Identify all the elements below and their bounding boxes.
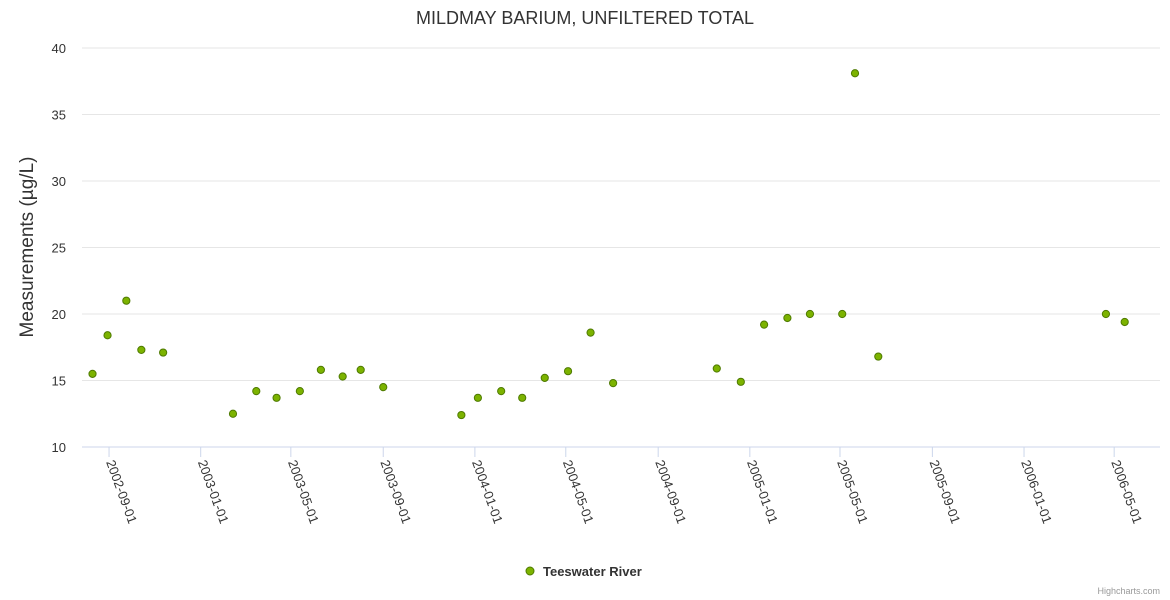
legend-marker-teeswater-river xyxy=(525,566,535,576)
data-point[interactable] xyxy=(252,387,261,396)
data-point[interactable] xyxy=(316,365,325,374)
chart-title: MILDMAY BARIUM, UNFILTERED TOTAL xyxy=(416,8,754,28)
data-point[interactable] xyxy=(272,393,281,402)
data-point[interactable] xyxy=(122,296,131,305)
data-point[interactable] xyxy=(228,409,238,418)
legend-label-teeswater-river[interactable]: Teeswater River xyxy=(543,564,642,579)
x-tick-label: 2004-05-01 xyxy=(560,458,597,526)
x-tick-label: 2006-01-01 xyxy=(1018,458,1055,526)
y-tick-label: 40 xyxy=(52,41,66,56)
y-tick-label: 15 xyxy=(52,374,66,389)
y-tick-label: 25 xyxy=(52,241,66,256)
x-tick-label: 2004-09-01 xyxy=(652,458,689,526)
x-tick-label: 2005-09-01 xyxy=(927,458,964,526)
data-point[interactable] xyxy=(356,365,365,374)
x-tick-label: 2005-05-01 xyxy=(834,458,871,526)
x-tick-label: 2003-01-01 xyxy=(195,458,232,526)
data-point[interactable] xyxy=(497,387,506,396)
x-tick-label: 2006-05-01 xyxy=(1108,458,1145,526)
x-tick-label: 2005-01-01 xyxy=(744,458,781,526)
data-point[interactable] xyxy=(103,331,112,340)
x-tick-layer: 2002-09-01 2003-01-01 2003-05-01 2003-09-01… xyxy=(103,447,1145,526)
legend[interactable]: Teeswater River xyxy=(525,564,642,579)
data-point[interactable] xyxy=(783,313,792,323)
data-point[interactable] xyxy=(850,69,860,78)
data-point[interactable] xyxy=(457,410,466,420)
data-point[interactable] xyxy=(805,309,815,319)
data-point[interactable] xyxy=(838,309,847,319)
grid-layer xyxy=(82,47,1160,448)
data-point[interactable] xyxy=(540,373,549,382)
credit-text[interactable]: Highcharts.com xyxy=(1097,586,1160,596)
x-tick-label: 2002-09-01 xyxy=(103,458,140,526)
data-point[interactable] xyxy=(586,328,595,337)
y-tick-label: 20 xyxy=(52,307,66,322)
y-tick-layer: 10 15 20 25 30 35 40 xyxy=(52,41,66,455)
y-tick-label: 35 xyxy=(52,108,66,123)
y-tick-label: 30 xyxy=(52,174,66,189)
data-point[interactable] xyxy=(563,367,573,376)
data-point[interactable] xyxy=(338,372,347,381)
x-tick-label: 2003-09-01 xyxy=(377,458,414,526)
data-point[interactable] xyxy=(137,345,146,355)
data-point[interactable] xyxy=(712,364,721,373)
data-point[interactable] xyxy=(1101,309,1111,319)
data-point[interactable] xyxy=(88,369,97,378)
data-point[interactable] xyxy=(518,393,527,402)
data-point[interactable] xyxy=(760,320,769,329)
y-axis-label: Measurements (µg/L) xyxy=(17,157,38,338)
data-point[interactable] xyxy=(609,379,618,388)
x-tick-label: 2003-05-01 xyxy=(285,458,322,526)
y-tick-label: 10 xyxy=(52,440,66,455)
data-point[interactable] xyxy=(379,383,388,392)
data-point[interactable] xyxy=(295,387,304,396)
data-point[interactable] xyxy=(159,348,168,357)
data-point[interactable] xyxy=(473,393,482,402)
point-layer xyxy=(88,69,1129,420)
x-tick-label: 2004-01-01 xyxy=(469,458,506,526)
data-point[interactable] xyxy=(736,377,745,386)
data-point[interactable] xyxy=(1120,317,1129,327)
data-point[interactable] xyxy=(874,352,883,361)
